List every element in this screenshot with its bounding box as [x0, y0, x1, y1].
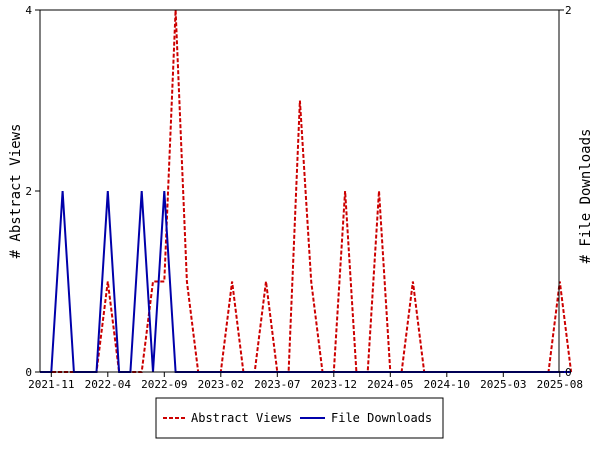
- right-tick-label: 0: [565, 366, 572, 379]
- x-tick-label: 2025-08: [537, 378, 583, 391]
- x-tick-label: 2023-07: [254, 378, 300, 391]
- plot-series: [40, 9, 573, 373]
- x-tick-label: 2022-09: [141, 378, 187, 391]
- x-tick-label: 2023-02: [198, 378, 244, 391]
- legend-box: [155, 397, 444, 439]
- x-tick-label: 2022-04: [85, 378, 132, 391]
- plot-area: [39, 9, 560, 373]
- x-tick-label: 2021-11: [28, 378, 74, 391]
- left-tick-label: 2: [25, 185, 32, 198]
- right-tick-label: 2: [565, 4, 572, 17]
- left-tick-label: 0: [25, 366, 32, 379]
- left-axis-ticks: 0 2 4: [25, 4, 40, 379]
- legend-label-file-downloads: File Downloads: [331, 411, 432, 425]
- x-tick-label: 2023-12: [311, 378, 357, 391]
- legend-label-abstract-views: Abstract Views: [191, 411, 292, 425]
- x-tick-label: 2024-05: [367, 378, 413, 391]
- x-tick-label: 2024-10: [424, 378, 470, 391]
- series-line-abstract-views: [40, 9, 573, 373]
- series-line-file-downloads: [40, 190, 572, 373]
- left-axis-title: # Abstract Views: [8, 124, 24, 259]
- x-tick-label: 2025-03: [480, 378, 526, 391]
- right-axis-title: # File Downloads: [578, 129, 594, 264]
- left-tick-label: 4: [25, 4, 32, 17]
- x-axis-ticks: 2021-11 2022-04 2022-09 2023-02 2023-07 2023-…: [28, 372, 583, 391]
- legend: Abstract Views File Downloads: [155, 397, 444, 439]
